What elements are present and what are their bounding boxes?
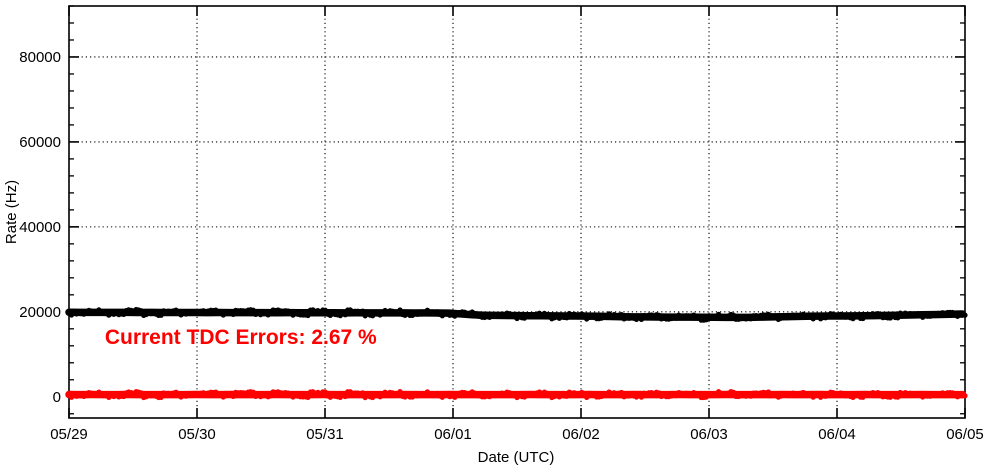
y-axis-title: Rate (Hz) — [3, 180, 20, 244]
data-point — [618, 311, 625, 318]
x-axis-ticks — [68, 6, 966, 418]
data-point — [342, 393, 348, 400]
x-tick-label: 06/01 — [434, 426, 472, 443]
data-point — [158, 394, 164, 400]
data-point — [397, 307, 403, 313]
x-tick-label: 06/03 — [690, 426, 728, 443]
x-tick-label: 05/31 — [306, 426, 344, 443]
data-point — [397, 389, 403, 395]
grid-lines — [69, 6, 965, 418]
y-tick-label: 40000 — [19, 219, 61, 236]
data-point — [730, 389, 737, 395]
data-point — [730, 312, 737, 318]
series-tdc-error-rate — [65, 388, 968, 401]
y-tick-label: 0 — [53, 389, 61, 406]
data-point — [138, 390, 144, 396]
chart-annotations: Current TDC Errors: 2.67 % — [105, 326, 377, 349]
data-point — [638, 394, 645, 400]
data-point — [656, 312, 662, 318]
data-point — [268, 311, 274, 317]
y-tick-label: 60000 — [19, 134, 61, 151]
y-tick-label: 20000 — [19, 304, 61, 321]
x-axis-tick-labels: 05/29 05/30 05/31 06/01 06/02 06/03 06/04 06/05 — [50, 426, 984, 443]
data-point — [305, 394, 311, 400]
data-point — [564, 315, 570, 321]
data-point — [121, 393, 127, 400]
data-point — [618, 389, 625, 396]
data-point — [360, 390, 366, 396]
data-point — [230, 393, 236, 399]
data-point — [962, 393, 968, 399]
data-point — [895, 394, 901, 400]
series-trigger-rate — [65, 306, 968, 323]
tdc-errors-annotation: Current TDC Errors: 2.67 % — [105, 326, 377, 349]
data-point — [250, 307, 256, 313]
x-tick-label: 06/02 — [562, 426, 600, 443]
data-point — [638, 316, 645, 323]
data-point — [305, 312, 311, 319]
data-point — [322, 389, 328, 395]
data-point — [360, 308, 366, 314]
data-point — [342, 312, 348, 318]
y-axis-ticks — [69, 5, 965, 415]
x-tick-label: 05/30 — [178, 426, 216, 443]
data-point — [962, 312, 968, 318]
plot-frame-rect — [68, 5, 966, 419]
data-point — [230, 311, 236, 317]
data-point — [765, 311, 771, 317]
x-axis-title: Date (UTC) — [478, 449, 555, 466]
x-tick-label: 06/05 — [946, 426, 984, 443]
data-point — [895, 315, 901, 321]
data-point — [656, 390, 662, 396]
data-series — [65, 306, 968, 401]
data-point — [564, 393, 570, 399]
data-point — [121, 311, 127, 317]
data-point — [158, 312, 164, 318]
y-axis-tick-labels: 0 20000 40000 60000 80000 — [19, 49, 61, 406]
plot-frame — [68, 5, 966, 419]
data-point — [138, 308, 144, 314]
x-tick-label: 06/04 — [818, 426, 856, 443]
data-point — [268, 393, 274, 399]
x-tick-label: 05/29 — [50, 426, 88, 443]
data-point — [250, 389, 256, 395]
data-point — [322, 307, 328, 313]
y-tick-label: 80000 — [19, 49, 61, 66]
data-point — [765, 389, 771, 395]
